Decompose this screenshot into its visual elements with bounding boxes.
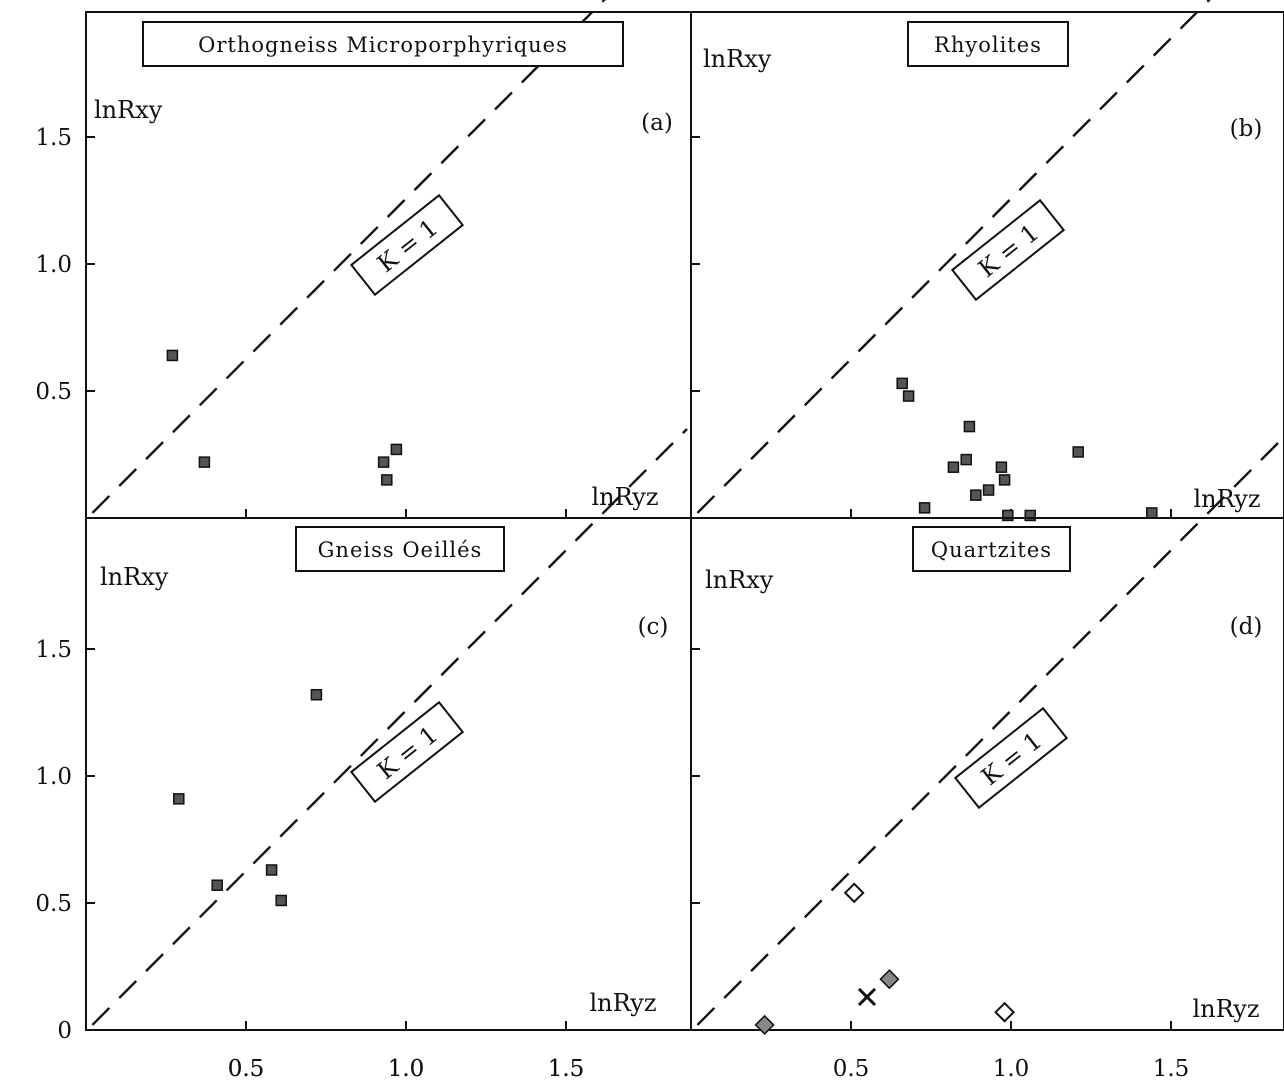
data-point-cross	[857, 987, 877, 1007]
data-point-open-diamond	[994, 1001, 1016, 1023]
x-tick-label: 0.5	[228, 1056, 265, 1082]
panel-letter: (d)	[1230, 614, 1263, 640]
y-tick-label: 0.5	[35, 379, 72, 405]
x-tick-label: 1.0	[993, 1056, 1030, 1082]
y-tick-label: 1.0	[35, 252, 72, 278]
data-point-square	[275, 894, 287, 907]
reference-line-k1	[696, 0, 1211, 514]
y-axis-label: lnRxy	[100, 563, 169, 591]
panel-title-box	[912, 526, 1071, 572]
k-label-frame	[950, 198, 1066, 302]
data-point-square	[918, 502, 931, 514]
data-point-square	[265, 864, 278, 876]
data-point-square	[1002, 509, 1014, 522]
data-point-square	[995, 461, 1008, 473]
data-point-square	[198, 456, 211, 468]
data-point-square	[982, 484, 995, 496]
data-point-square	[377, 456, 390, 468]
y-axis-label: lnRxy	[703, 45, 772, 73]
x-axis-label: lnRyz	[1194, 485, 1261, 513]
data-point-square	[960, 453, 972, 466]
data-point-square	[211, 879, 223, 891]
panel-a: 0.5 1.0 1.5 0.5 1.0 1.5 K = 1 Orthogneiss Micro…	[35, 0, 692, 1082]
panel-b: K = 1 Rhyolites lnRxy lnRyz (b)	[690, 0, 1284, 522]
data-point-square	[173, 793, 185, 805]
data-point-square	[902, 390, 915, 402]
x-tick-label: 0.5	[228, 1056, 265, 1082]
y-tick-label: 1.5	[35, 125, 72, 151]
data-point-square	[310, 688, 323, 701]
reference-line-k1	[91, 428, 688, 1026]
x-tick-label: 1.0	[388, 1056, 425, 1082]
x-tick-label: 1.5	[548, 1056, 585, 1082]
k-label-box: K = 1	[950, 198, 1066, 302]
data-point-square	[1146, 507, 1158, 519]
k-label-box: K = 1	[349, 700, 465, 804]
x-axis-label: lnRyz	[590, 989, 657, 1017]
k-label-frame	[349, 193, 465, 297]
y-tick-label: 0	[57, 1018, 72, 1044]
x-axis-label: lnRyz	[592, 483, 659, 511]
y-tick-label: 1.0	[35, 764, 72, 790]
data-point-square	[963, 420, 976, 433]
x-tick-label: 1.5	[1153, 1056, 1190, 1082]
y-axis-label: lnRxy	[94, 96, 163, 124]
data-point-square	[947, 461, 960, 473]
panel-c: 0 0.5 1.0 1.5 0.5 1.0 1.5 K = 1 Gneiss Oeillés ln…	[35, 428, 692, 1082]
data-point-square	[1024, 509, 1036, 522]
x-tick-label: 1.5	[548, 1056, 585, 1082]
panel-title: Orthogneiss Microporphyriques	[198, 33, 568, 57]
panel-title-box	[907, 21, 1069, 67]
y-axis-label: lnRxy	[705, 566, 774, 594]
panel-letter: (c)	[638, 614, 669, 640]
data-point-filled-diamond	[754, 1014, 775, 1035]
x-tick-label: 1.0	[388, 1056, 425, 1082]
panel-title: Rhyolites	[934, 33, 1042, 57]
data-point-square	[166, 349, 179, 362]
data-point-square	[998, 474, 1011, 486]
panel-title-box	[142, 21, 624, 67]
k-label-frame	[349, 700, 465, 804]
panel-title-box	[295, 526, 505, 572]
k-label-box: K = 1	[349, 193, 465, 297]
data-point-square	[381, 474, 393, 486]
y-tick-label: 0.5	[35, 891, 72, 917]
k-label-frame	[953, 706, 1069, 810]
x-tick-label: 0.5	[833, 1056, 870, 1082]
data-point-square	[1072, 446, 1084, 458]
reference-line-k1	[696, 440, 1281, 1026]
panel-frame	[690, 517, 1284, 1031]
panel-title: Gneiss Oeillés	[318, 538, 483, 562]
x-axis-label: lnRyz	[1193, 995, 1260, 1023]
data-point-open-diamond	[843, 882, 865, 904]
panel-title: Quartzites	[931, 538, 1052, 562]
data-point-filled-diamond	[879, 969, 900, 990]
y-tick-label: 1.5	[35, 637, 72, 663]
panel-d: 0.5 1.0 1.5 K = 1 Quartzites lnRxy lnRyz (d)	[690, 440, 1284, 1082]
data-point-square	[970, 489, 982, 501]
data-point-square	[390, 443, 403, 456]
data-point-square	[896, 377, 908, 390]
reference-line-k1	[91, 0, 606, 514]
panel-letter: (a)	[641, 110, 673, 136]
panel-letter: (b)	[1230, 116, 1263, 142]
k-label-box: K = 1	[953, 706, 1069, 810]
